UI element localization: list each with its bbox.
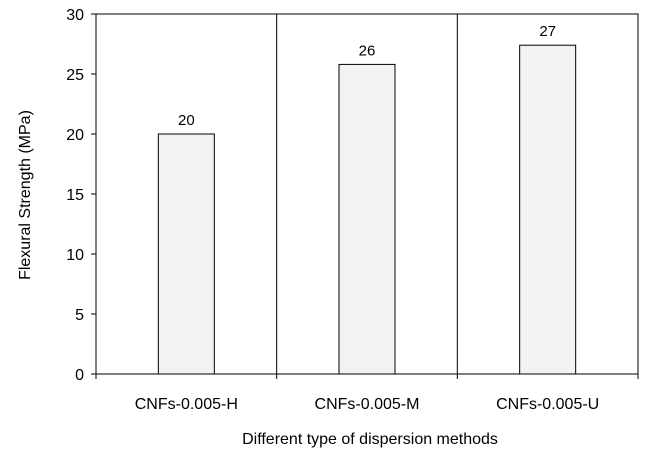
x-tick-label: CNFs-0.005-U (496, 396, 599, 413)
y-tick-label: 15 (66, 187, 84, 204)
x-tick-label: CNFs-0.005-H (135, 396, 238, 413)
bar (157, 133, 215, 375)
y-tick-label: 20 (66, 127, 84, 144)
y-tick-label: 10 (66, 247, 84, 264)
y-tick-label: 0 (75, 367, 84, 384)
bar-data-label: 26 (359, 42, 376, 59)
y-tick-label: 5 (75, 307, 84, 324)
bar (519, 44, 577, 375)
y-tick-label: 30 (66, 7, 84, 24)
bar-data-label: 27 (539, 23, 556, 40)
y-axis-title: Flexural Strength (MPa) (17, 110, 34, 280)
bar-data-label: 20 (178, 112, 195, 129)
plot-area: 0 5 10 15 20 25 30 20 CNFs-0.005-H 26 CNFs-0.005-M… (66, 7, 639, 413)
bar (338, 63, 396, 375)
x-axis-title: Different type of dispersion methods (242, 431, 498, 448)
y-tick-label: 25 (66, 67, 84, 84)
x-tick-label: CNFs-0.005-M (315, 396, 420, 413)
